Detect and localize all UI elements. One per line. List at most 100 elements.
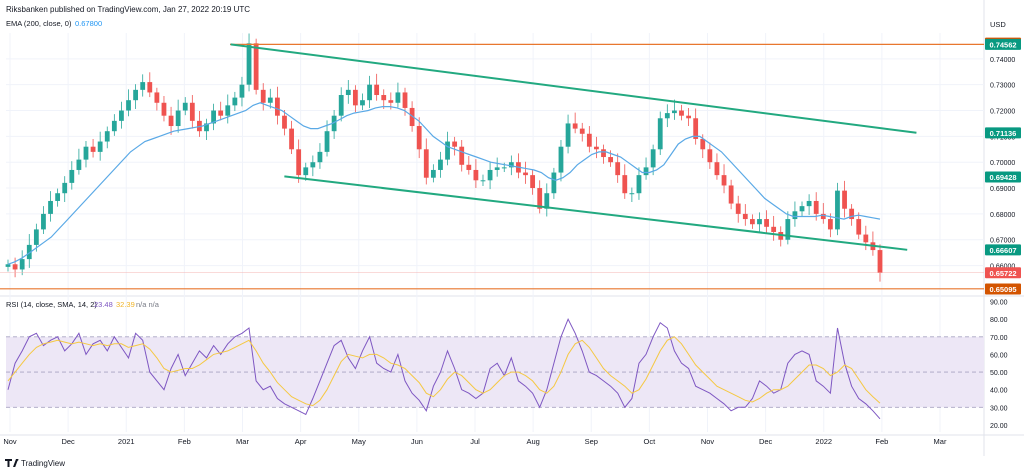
time-tick-label: Apr [295,437,307,446]
candle-body [445,141,450,160]
time-tick-label: Dec [759,437,773,446]
price-tick-label: 0.73000 [990,83,1015,90]
candle-body [83,146,89,160]
candle-body [473,169,479,181]
candle-body [849,208,855,220]
time-tick-label: Jul [470,437,480,446]
time-tick-label: Mar [236,437,249,446]
candle-body [466,164,472,170]
candle-body [764,219,769,227]
ema-legend-label: EMA (200, close, 0) [6,19,72,28]
candle-body [664,113,670,119]
price-label-box [985,267,1021,279]
candle-body [735,203,741,214]
price-label-green: 0.69428 [985,171,1021,183]
rsi-legend-ma-value: 32.39 [116,300,135,309]
rsi-legend-value: 23.48 [94,300,113,309]
candle-body [650,149,656,168]
rsi-tick-label: 90.00 [990,300,1008,307]
channel-trendline-upper [230,43,917,134]
price-label-box [985,283,1021,295]
candle-body [615,162,621,176]
candle-body [282,115,287,129]
candle-body [799,206,805,212]
candle-body [494,167,500,170]
candle-body [267,97,273,103]
rsi-layer [7,317,881,420]
candle-body [452,141,458,147]
candle-body [629,193,635,195]
price-label-box [985,127,1021,139]
rsi-legend-label: RSI (14, close, SMA, 14, 2) [6,300,97,309]
candle-body [693,118,699,139]
candle-body [303,167,309,176]
candle-body [679,110,684,116]
price-label-text: 0.74562 [989,40,1016,49]
time-tick-label: Nov [3,437,17,446]
candle-body [289,128,294,150]
candle-body [154,92,160,103]
rsi-tick-label: 40.00 [990,388,1008,395]
candle-body [530,175,536,189]
candle-body [317,151,323,163]
candle-body [537,188,543,209]
tradingview-brand-text: TradingView [21,459,65,468]
candle-body [586,133,592,147]
rsi-ma-line [7,336,881,407]
candle-body [402,92,408,108]
candle-body [140,82,146,90]
rsi-tick-label: 60.00 [990,352,1008,359]
candle-body [331,115,337,132]
candle-body [459,146,465,165]
time-tick-label: Sep [585,437,598,446]
candle-body [423,149,429,178]
candle-body [622,175,628,194]
price-tick-label: 0.68000 [990,212,1015,219]
candle-body [863,234,869,243]
candle-body [239,84,245,98]
rsi-legend-extra: n/a n/a [136,300,160,309]
candle-body [757,219,762,225]
candle-body [367,84,372,101]
candle-body [381,95,387,101]
candle-body [345,89,351,96]
candle-body [374,84,380,96]
candle-body [310,162,316,168]
time-tick-label: 2022 [815,437,832,446]
candle-body [636,175,642,194]
candle-body [33,229,39,245]
ema-legend-value: 0.67800 [75,19,102,28]
candle-body [480,180,486,182]
price-tick-label: 0.69000 [990,186,1015,193]
candle-body [189,102,195,121]
candle-body [551,172,557,194]
candle-body [721,175,727,186]
candle-body [111,120,117,132]
candle-body [352,89,358,106]
price-label-text: 0.71136 [990,129,1017,138]
candle-body [877,250,883,273]
price-tick-label: 0.70000 [990,160,1015,167]
ema-line [7,102,881,265]
price-tick-label: 0.72000 [990,109,1015,116]
candle-body [728,185,734,204]
price-label-green: 0.66607 [985,244,1021,256]
candle-body [204,123,209,132]
price-label-box [985,171,1021,183]
time-tick-label: Aug [526,437,539,446]
time-tick-label: May [352,437,366,446]
price-tick-label: 0.67000 [990,238,1015,245]
candle-body [792,211,798,220]
candle-body [714,162,720,176]
candle-body [324,131,330,152]
candle-body [700,138,706,150]
candle-body [820,213,826,220]
candle-body [813,200,819,214]
price-tick-label: 0.66000 [990,264,1015,271]
candle-body [501,167,507,169]
candle-body [62,182,68,194]
candle-body [544,193,550,209]
tradingview-logo-icon [5,459,19,467]
candle-body [175,110,181,127]
